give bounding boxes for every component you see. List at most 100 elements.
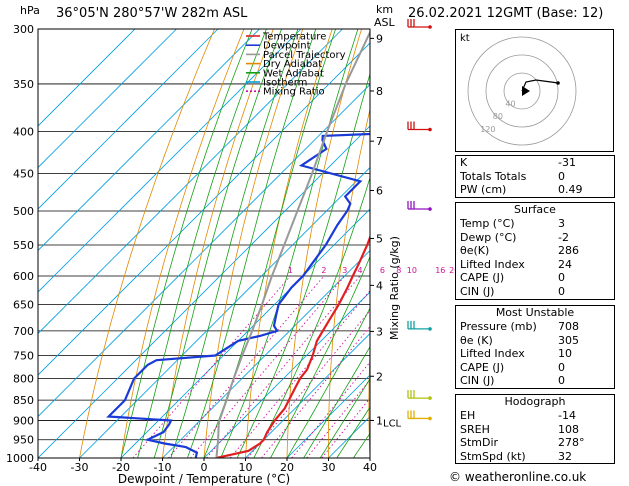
x-tick-label: -20 bbox=[112, 461, 130, 474]
table-row: StmSpd (kt) 32 bbox=[456, 450, 614, 464]
pressure-tick-label: 650 bbox=[13, 299, 34, 312]
wet-adiabat-line bbox=[153, 29, 282, 458]
table-row-value: 0 bbox=[558, 284, 565, 298]
wet-adiabat-line bbox=[303, 345, 370, 458]
km-tick-label: 9 bbox=[376, 32, 383, 45]
isotherm-line bbox=[79, 166, 370, 458]
location-title: 36°05'N 280°57'W 282m ASL bbox=[56, 6, 248, 21]
hodograph-ring-label: 40 bbox=[505, 100, 515, 109]
table-row-value: -14 bbox=[558, 409, 576, 422]
mixing-ratio-label: 8 bbox=[396, 266, 401, 275]
table-row: Totals Totals 0 bbox=[456, 170, 614, 184]
hodograph-trace bbox=[521, 79, 559, 92]
table-row-value: 0 bbox=[558, 374, 565, 388]
dry-adiabat-line bbox=[620, 29, 629, 458]
mixing-ratio-line bbox=[132, 275, 291, 458]
wet-adiabat-line bbox=[187, 29, 317, 458]
table-row: θe (K) 305 bbox=[456, 334, 614, 348]
table-row-key: θe(K) bbox=[460, 244, 490, 258]
table-section-title: Surface bbox=[514, 203, 556, 216]
dry-adiabat-line bbox=[286, 29, 362, 458]
table-row: Lifted Index 24 bbox=[456, 258, 614, 272]
wind-barb bbox=[407, 201, 432, 211]
wind-barb bbox=[407, 19, 432, 29]
hodograph-end-point bbox=[556, 81, 560, 85]
table-row-key: θe (K) bbox=[460, 333, 493, 347]
table-row: Lifted Index 10 bbox=[456, 347, 614, 361]
table-row-key: Pressure (mb) bbox=[460, 320, 537, 333]
table-row-key: CIN (J) bbox=[460, 284, 495, 298]
hodograph-ring bbox=[503, 72, 541, 110]
dry-adiabat-line bbox=[368, 343, 370, 458]
km-unit-label: km bbox=[376, 3, 394, 16]
wet-adiabat-line bbox=[170, 29, 299, 458]
x-tick-label: 0 bbox=[201, 461, 208, 474]
pressure-tick-label: 850 bbox=[13, 394, 34, 407]
legend-label: Dewpoint bbox=[263, 41, 311, 52]
pressure-tick-label: 700 bbox=[13, 325, 34, 338]
table-row-value: 305 bbox=[558, 333, 579, 347]
hodograph-ring-label: 80 bbox=[493, 112, 503, 121]
most-unstable-table: Most Unstable Pressure (mb) 708 θe (K) 305 Li… bbox=[455, 305, 615, 389]
pressure-tick-label: 800 bbox=[13, 372, 34, 385]
table-row: EH -14 bbox=[456, 409, 614, 423]
dry-adiabat-line bbox=[79, 29, 215, 458]
wind-barb bbox=[407, 320, 432, 331]
wet-adiabat-line bbox=[120, 29, 253, 458]
table-row-key: SREH bbox=[460, 422, 490, 436]
isotherm-line bbox=[286, 374, 370, 458]
dry-adiabat-line bbox=[162, 29, 274, 458]
x-tick-label: -30 bbox=[71, 461, 89, 474]
mixing-ratio-line bbox=[168, 275, 325, 458]
table-row-key: Dewp (°C) bbox=[460, 230, 517, 244]
mixing-ratio-label: 3 bbox=[342, 266, 347, 275]
legend-label: Dry Adiabat bbox=[263, 59, 322, 70]
mixing-ratio-label: 1 bbox=[288, 266, 293, 275]
km-tick-label: 4 bbox=[376, 279, 383, 292]
table-row-key: StmSpd (kt) bbox=[460, 449, 526, 463]
mixing-ratio-label: 20 bbox=[449, 266, 459, 275]
km-tick-label: 6 bbox=[376, 184, 383, 197]
isotherm-line bbox=[38, 83, 370, 418]
km-tick-label: 8 bbox=[376, 85, 383, 98]
wet-adiabat-line bbox=[137, 29, 267, 458]
km-tick-label: 5 bbox=[376, 232, 383, 245]
pressure-tick-label: 550 bbox=[13, 239, 34, 252]
x-axis-label: Dewpoint / Temperature (°C) bbox=[118, 472, 290, 486]
table-row: SREH 108 bbox=[456, 423, 614, 437]
hodograph-table: Hodograph EH -14 SREH 108 StmDir 278° StmSpd (k… bbox=[455, 394, 615, 465]
asl-unit-label: ASL bbox=[374, 16, 395, 29]
isotherm-line bbox=[162, 249, 370, 458]
wind-barb bbox=[407, 390, 432, 400]
km-tick-label: 1 bbox=[376, 414, 383, 427]
table-row-key: Temp (°C) bbox=[460, 217, 515, 230]
table-row-key: PW (cm) bbox=[460, 183, 507, 197]
table-row-key: Totals Totals bbox=[460, 169, 527, 183]
hpa-unit-label: hPa bbox=[20, 4, 40, 17]
wet-adiabat-line bbox=[253, 176, 370, 458]
storm-motion-icon bbox=[522, 86, 530, 96]
pressure-tick-label: 900 bbox=[13, 414, 34, 427]
table-row-value: 278° bbox=[558, 436, 585, 450]
table-row: Dewp (°C) -2 bbox=[456, 231, 614, 245]
wet-adiabat-line bbox=[336, 406, 370, 458]
table-row: PW (cm) 0.49 bbox=[456, 183, 614, 197]
x-tick-label: 20 bbox=[280, 461, 294, 474]
legend-label: Isotherm bbox=[263, 78, 307, 89]
legend-label: Temperature bbox=[262, 32, 326, 43]
lcl-label: LCL bbox=[383, 418, 402, 429]
hodograph-ring bbox=[467, 36, 577, 146]
x-tick-label: 40 bbox=[363, 461, 377, 474]
table-row: K -31 bbox=[456, 156, 614, 170]
mixing-ratio-line bbox=[306, 379, 370, 458]
isotherm-line bbox=[38, 29, 219, 210]
table-row-value: -31 bbox=[558, 156, 576, 169]
isotherm-line bbox=[38, 29, 343, 335]
km-tick-label: 3 bbox=[376, 325, 383, 338]
table-row-value: 24 bbox=[558, 257, 572, 271]
isotherm-line bbox=[38, 29, 260, 252]
table-row-value: 3 bbox=[558, 217, 565, 230]
table-row-value: 708 bbox=[558, 320, 579, 333]
pressure-tick-label: 300 bbox=[13, 23, 34, 36]
table-row: StmDir 278° bbox=[456, 436, 614, 450]
